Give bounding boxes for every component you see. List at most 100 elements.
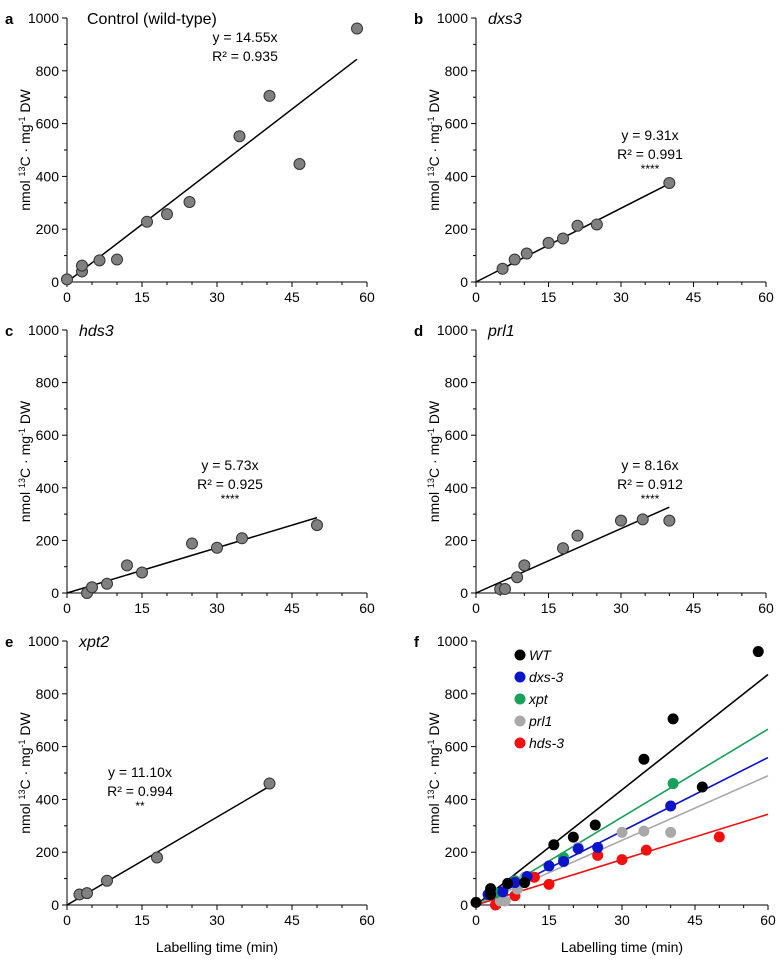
y-axis-label: nmol 13C · mg-1 DW	[426, 400, 442, 522]
data-point-dxs-3	[543, 860, 555, 872]
data-point-hds-3	[592, 849, 604, 861]
y-axis-label-part: DW	[17, 711, 33, 739]
data-point	[557, 232, 569, 245]
y-axis-label-part: DW	[426, 400, 442, 428]
annotation-equation: y = 9.31x	[621, 127, 678, 143]
y-tick-label: 800	[36, 375, 60, 391]
data-point	[121, 559, 133, 572]
annotation-signif: ****	[641, 492, 660, 506]
annotation-signif: ****	[221, 492, 240, 506]
data-point	[520, 247, 533, 260]
annotation-signif: ****	[641, 162, 660, 176]
data-point	[311, 519, 323, 532]
y-axis-label-part: nmol	[17, 488, 33, 522]
y-axis-label-part: -1	[17, 739, 27, 747]
data-point-hds-3	[640, 844, 652, 856]
y-tick-label: 1000	[28, 10, 59, 26]
data-point	[136, 566, 148, 579]
x-tick-label: 45	[686, 289, 702, 305]
data-point-prl1	[665, 826, 677, 838]
data-point	[86, 581, 98, 594]
y-axis-label-part: 13	[17, 478, 27, 488]
annotation-r2: R² = 0.935	[212, 48, 278, 64]
x-tick-label: 45	[687, 912, 703, 928]
data-point-WT	[502, 877, 514, 889]
panel-b: b 0 200 400 600 800 1000 0 15 30 45 60 nmol 13C · mg…	[414, 10, 774, 305]
fit-line	[475, 506, 670, 594]
x-tick-label: 45	[284, 912, 300, 928]
x-tick-label: 0	[472, 912, 480, 928]
x-tick-label: 15	[134, 912, 150, 928]
data-point-WT	[589, 819, 601, 831]
data-point	[186, 537, 198, 550]
data-point	[101, 874, 113, 887]
x-tick-label: 45	[686, 600, 702, 616]
panel-d: d 0 200 400 600 800 1000 0 15 30 45 60 nmol 13C · mg…	[414, 322, 774, 616]
y-axis-label: nmol 13C · mg-1 DW	[426, 711, 442, 833]
y-axis-label-part: -1	[17, 428, 27, 436]
x-tick-label: 45	[284, 600, 300, 616]
x-tick-label: 15	[541, 912, 557, 928]
data-point	[590, 218, 603, 231]
x-axis-label: Labelling time (min)	[561, 939, 683, 955]
y-tick-label: 600	[36, 739, 60, 755]
y-tick-label: 400	[36, 168, 60, 184]
annotation-r2: R² = 0.994	[107, 783, 173, 799]
y-tick-label: 1000	[437, 10, 468, 26]
data-point	[518, 559, 531, 572]
annotation-equation: y = 11.10x	[108, 764, 172, 780]
data-point	[76, 259, 88, 272]
y-tick-label: 1000	[437, 322, 468, 338]
legend-marker-dxs-3	[514, 671, 526, 683]
y-axis-label-part: nmol	[426, 488, 442, 522]
x-tick-label: 0	[472, 600, 480, 616]
data-point	[508, 253, 521, 266]
data-point	[101, 577, 113, 590]
panel-a: a 0 200 400 600 800 1000 0 15 30 45 60 nmol 13C · mg…	[5, 10, 375, 305]
y-tick-label: 400	[445, 791, 469, 807]
y-tick-label: 1000	[28, 322, 59, 338]
y-tick-label: 1000	[437, 633, 468, 649]
y-tick-label: 600	[445, 427, 469, 443]
y-tick-label: 600	[36, 427, 60, 443]
data-point-WT	[667, 713, 679, 725]
fit-line-WT	[475, 673, 769, 906]
data-point-WT	[548, 839, 560, 851]
y-tick-label: 0	[51, 897, 59, 913]
panel-title: hds3	[79, 323, 114, 340]
x-tick-label: 60	[359, 912, 375, 928]
x-tick-label: 30	[209, 912, 225, 928]
data-point-WT	[485, 883, 497, 895]
data-point	[61, 273, 73, 286]
legend-marker-WT	[514, 649, 526, 661]
y-axis-label-part: nmol	[17, 800, 33, 834]
y-tick-label: 0	[51, 585, 59, 601]
data-point-prl1	[638, 825, 650, 837]
x-tick-label: 15	[134, 289, 150, 305]
fit-line	[475, 183, 670, 283]
data-point	[636, 513, 649, 526]
x-tick-label: 15	[541, 289, 557, 305]
y-axis-label-part: -1	[17, 116, 27, 124]
panel-letter: b	[414, 11, 423, 28]
x-tick-label: 0	[63, 600, 71, 616]
legend-marker-hds-3	[514, 737, 526, 749]
y-tick-label: 600	[445, 739, 469, 755]
y-axis-label-part: 13	[17, 789, 27, 799]
annotation-signif: **	[135, 799, 145, 813]
data-point-WT	[638, 753, 650, 765]
data-point-dxs-3	[665, 800, 677, 812]
data-point	[557, 542, 569, 555]
data-point-WT	[567, 831, 579, 843]
panel-title: xpt2	[78, 634, 109, 651]
panel-title: dxs3	[488, 11, 522, 28]
y-tick-label: 200	[36, 844, 60, 860]
y-tick-label: 400	[445, 168, 469, 184]
y-axis-label-part: DW	[17, 400, 33, 428]
y-tick-label: 200	[445, 532, 469, 548]
panel-letter: c	[5, 323, 13, 340]
legend-marker-prl1	[514, 715, 526, 727]
panel-letter: a	[5, 11, 14, 28]
y-axis-label-part: DW	[17, 88, 33, 116]
